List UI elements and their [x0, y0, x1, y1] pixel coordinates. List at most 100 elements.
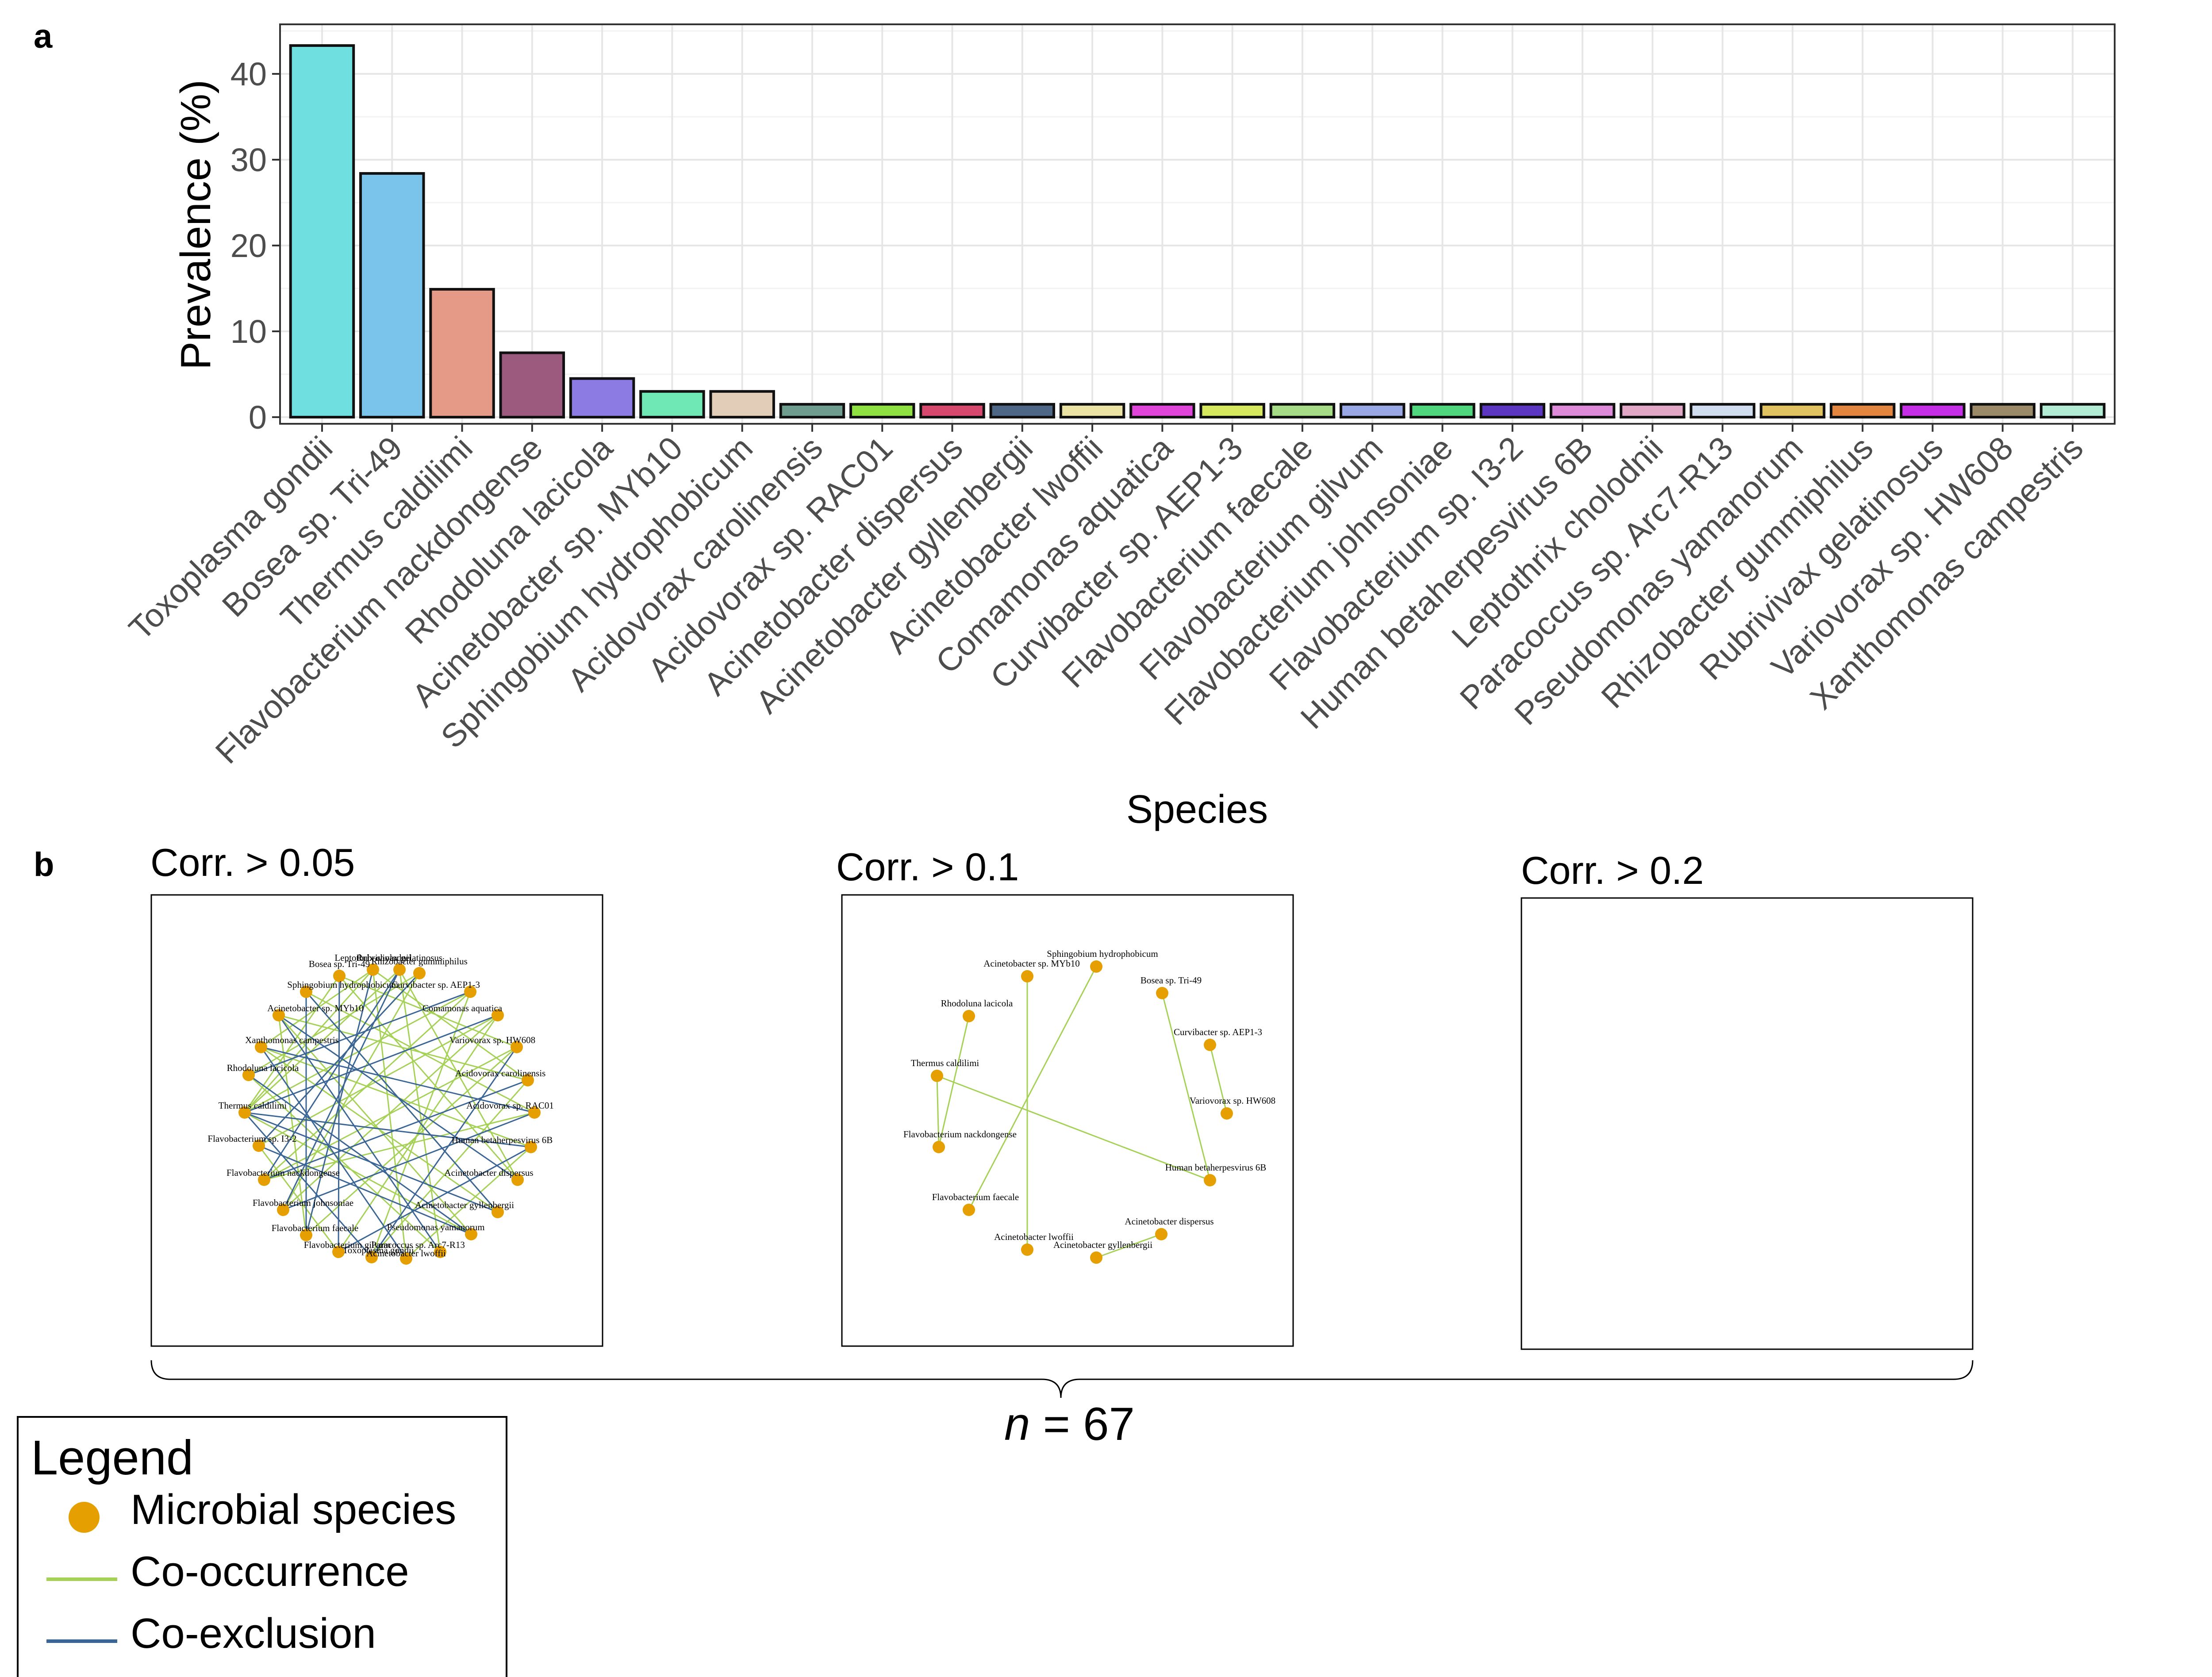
- co-occurrence-edge: [258, 1145, 339, 1252]
- bar: [2039, 403, 2106, 419]
- species-node: [300, 1229, 312, 1241]
- bar: [1620, 403, 1686, 419]
- species-node-label: Acinetobacter dispersus: [1125, 1216, 1214, 1227]
- legend-coexclusion-label: Co-exclusion: [131, 1610, 376, 1657]
- co-exclusion-edge: [305, 969, 374, 1236]
- co-exclusion-edge: [244, 1112, 531, 1148]
- species-node-label: Flavobacterium gilvum: [304, 1240, 391, 1250]
- species-node: [253, 1140, 265, 1152]
- bar: [1269, 403, 1336, 419]
- species-node-label: Bosea sp. Tri-49: [1141, 975, 1202, 986]
- bar: [709, 390, 775, 418]
- sample-size-value: = 67: [1030, 1398, 1134, 1450]
- plot-background: [280, 24, 2115, 424]
- co-exclusion-edge: [264, 1079, 528, 1181]
- bar: [1970, 403, 2035, 419]
- species-node: [258, 1174, 270, 1186]
- network-2-edges: [936, 966, 1228, 1259]
- y-tick-label: 40: [230, 56, 267, 92]
- species-node-label: Thermus caldilimi: [911, 1058, 979, 1068]
- co-exclusion-edge: [338, 975, 340, 1252]
- legend: Legend Microbial species Co-occurrence C…: [17, 1416, 507, 1677]
- legend-species-marker: [69, 1502, 100, 1533]
- species-node: [367, 963, 379, 976]
- species-node: [1204, 1174, 1216, 1186]
- species-node-label: Acidovorax carolinensis: [455, 1068, 546, 1078]
- species-node: [413, 967, 426, 979]
- network-1-edges: [244, 969, 535, 1259]
- species-node: [1021, 970, 1033, 982]
- species-node-label: Thermus caldilimi: [219, 1100, 287, 1111]
- bar: [989, 403, 1056, 419]
- species-node: [464, 986, 476, 998]
- species-node: [365, 1251, 378, 1263]
- legend-species-label: Microbial species: [131, 1486, 456, 1533]
- bar: [849, 403, 915, 419]
- species-node: [933, 1141, 945, 1153]
- species-node-label: Variovorax sp. HW608: [449, 1035, 535, 1045]
- bars: [289, 44, 2106, 419]
- co-exclusion-edge: [283, 1112, 535, 1211]
- species-node: [465, 1228, 477, 1240]
- species-node-label: Human betaherpesvirus 6B: [452, 1135, 553, 1145]
- species-node: [242, 1069, 255, 1081]
- bar: [919, 403, 985, 419]
- species-node-label: Xanthomonas campestris: [245, 1035, 339, 1045]
- species-node: [492, 1206, 504, 1218]
- co-occurrence-edge: [248, 1074, 441, 1253]
- species-node: [511, 1174, 524, 1186]
- co-exclusion-edge: [263, 969, 400, 1180]
- species-node-label: Acinetobacter dispersus: [444, 1167, 533, 1178]
- legend-cooccurrence-label: Co-occurrence: [131, 1548, 409, 1595]
- bar: [499, 351, 565, 418]
- co-occurrence-edge: [244, 969, 400, 1113]
- species-node: [492, 1009, 504, 1021]
- x-axis-title: Species: [1126, 787, 1268, 832]
- bar: [1549, 403, 1616, 419]
- co-occurrence-edge: [244, 1112, 472, 1235]
- species-node-label: Sphingobium hydrophobicum: [1047, 948, 1158, 959]
- species-node: [333, 970, 346, 982]
- species-node: [1156, 987, 1168, 999]
- bar: [1900, 403, 1966, 419]
- species-node-label: Sphingobium hydrophobicum: [287, 979, 398, 990]
- co-occurrence-edge: [261, 1046, 498, 1213]
- network-title-2: Corr. > 0.1: [836, 845, 1019, 889]
- co-occurrence-edge: [936, 1075, 940, 1147]
- co-occurrence-edge: [244, 975, 340, 1113]
- bar: [639, 390, 705, 418]
- species-node-label: Curvibacter sp. AEP1-3: [392, 979, 480, 990]
- species-node: [400, 1252, 412, 1265]
- group-brace: [150, 1360, 1974, 1398]
- species-node: [273, 1009, 285, 1021]
- co-occurrence-edge: [371, 1080, 529, 1258]
- species-node: [963, 1010, 975, 1022]
- co-occurrence-edge: [306, 1046, 517, 1236]
- co-exclusion-edge: [305, 991, 499, 1213]
- co-exclusion-edge: [338, 1146, 531, 1253]
- co-exclusion-edge: [258, 1145, 472, 1235]
- species-node: [522, 1074, 534, 1086]
- co-exclusion-edge: [248, 1074, 472, 1235]
- co-occurrence-edge: [244, 969, 374, 1113]
- co-occurrence-edge: [937, 1075, 1210, 1181]
- bar: [359, 172, 425, 419]
- species-node: [528, 1106, 541, 1119]
- bar: [779, 403, 845, 419]
- species-node: [393, 963, 406, 976]
- species-node-label: Flavobacterium faecale: [932, 1192, 1019, 1202]
- species-node-label: Acinetobacter sp. MYb10: [983, 958, 1080, 969]
- species-node-label: Flavobacterium sp. I3-2: [207, 1133, 296, 1144]
- species-node: [277, 1204, 289, 1216]
- co-occurrence-edge: [278, 1014, 528, 1081]
- species-node-label: Paracoccus sp. Arc7-R13: [371, 1240, 465, 1250]
- co-occurrence-edge: [1209, 1044, 1228, 1114]
- species-node-label: Acinetobacter gyllenbergii: [1053, 1240, 1152, 1250]
- co-exclusion-edge: [282, 969, 400, 1210]
- species-node: [1090, 1251, 1102, 1264]
- species-node: [434, 1246, 446, 1258]
- y-tick-label: 0: [249, 399, 267, 436]
- co-occurrence-edge: [1161, 993, 1211, 1181]
